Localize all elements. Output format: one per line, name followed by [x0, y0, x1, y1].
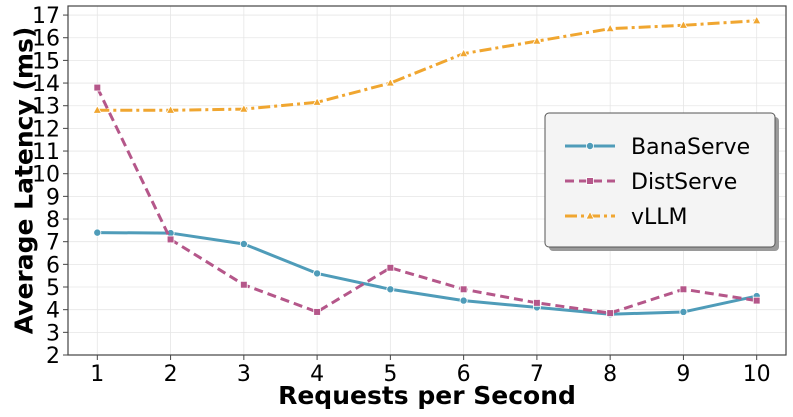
series-line-vllm — [97, 19, 757, 112]
data-point-banaserve — [386, 285, 395, 294]
y-tick-label: 9 — [46, 185, 60, 210]
legend-label-vllm: vLLM — [631, 205, 688, 230]
data-point-distserve — [752, 296, 761, 305]
data-point-vllm — [312, 97, 322, 106]
data-point-distserve — [679, 285, 688, 294]
series-lines — [92, 15, 762, 319]
x-tick-label: 4 — [310, 362, 324, 387]
x-tick-label: 10 — [743, 362, 771, 387]
plot-area-frame — [67, 5, 787, 356]
data-point-distserve — [166, 235, 175, 244]
data-point-vllm — [92, 105, 102, 114]
x-tick-label: 3 — [237, 362, 251, 387]
data-point-distserve — [606, 309, 614, 317]
data-point-vllm — [752, 15, 762, 25]
y-tick-label: 7 — [46, 231, 60, 256]
data-point-vllm — [605, 23, 615, 33]
data-point-vllm — [458, 48, 469, 57]
data-point-distserve — [93, 83, 102, 92]
series-line-banaserve — [97, 231, 758, 316]
x-tick-label: 1 — [90, 362, 104, 387]
series-line-distserve — [95, 86, 757, 315]
legend: BanaServe DistServe vLLM — [544, 112, 779, 251]
data-point-banaserve — [459, 296, 468, 305]
x-tick-label: 6 — [457, 362, 471, 387]
y-tick-label: 10 — [32, 163, 60, 188]
y-tick-label: 17 — [32, 4, 60, 29]
data-point-distserve — [240, 280, 248, 289]
y-tick-label: 16 — [32, 27, 60, 52]
data-point-distserve — [386, 263, 395, 272]
data-point-vllm — [385, 77, 396, 87]
legend-label-banaserve: BanaServe — [631, 135, 750, 160]
x-tick-label: 8 — [603, 362, 617, 387]
data-point-vllm — [678, 20, 689, 29]
y-tick-label: 3 — [46, 321, 60, 346]
x-tick-label: 9 — [676, 362, 690, 387]
data-point-distserve — [459, 285, 468, 294]
series-vllm — [92, 15, 762, 114]
series-distserve — [93, 83, 761, 317]
legend-label-distserve: DistServe — [631, 170, 737, 195]
x-tick-label: 2 — [164, 362, 178, 387]
legend-marker-distserve — [586, 177, 594, 185]
data-point-banaserve — [313, 269, 322, 278]
x-tick-label: 7 — [530, 362, 544, 387]
x-axis-ticks: 1 2 3 4 5 6 7 8 9 10 — [90, 355, 771, 387]
y-tick-label: 5 — [46, 276, 60, 301]
y-tick-label: 4 — [46, 299, 60, 324]
data-point-vllm — [165, 105, 176, 114]
y-tick-label: 8 — [46, 208, 60, 233]
data-point-banaserve — [679, 307, 688, 316]
legend-marker-vllm — [585, 210, 595, 220]
data-point-vllm — [532, 35, 542, 45]
y-tick-label: 6 — [46, 253, 60, 278]
data-point-distserve — [533, 299, 541, 307]
y-tick-label: 15 — [32, 49, 60, 74]
y-tick-label: 12 — [32, 117, 60, 142]
y-tick-label: 13 — [32, 95, 60, 120]
data-point-distserve — [313, 308, 321, 316]
data-point-vllm — [239, 103, 249, 113]
x-tick-label: 5 — [383, 362, 397, 387]
y-tick-label: 2 — [46, 344, 60, 369]
y-tick-label: 11 — [32, 140, 60, 165]
y-axis-title: Average Latency (ms) — [10, 27, 39, 335]
x-axis-title: Requests per Second — [278, 381, 576, 410]
data-point-banaserve — [93, 228, 102, 237]
legend-marker-banaserve — [586, 141, 595, 150]
y-tick-label: 14 — [32, 72, 60, 97]
data-point-banaserve — [239, 239, 248, 248]
